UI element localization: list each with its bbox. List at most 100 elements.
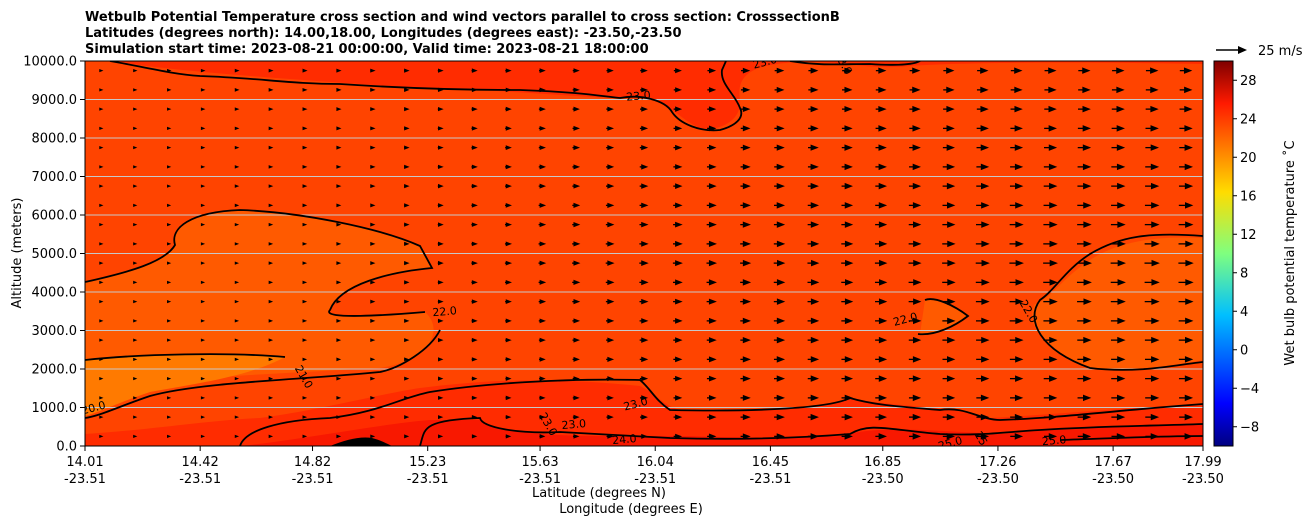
wind-vector-438 [808,86,819,93]
x-tick-lon-8: -23.50 [977,472,1019,487]
wind-vector-591 [1077,221,1092,228]
wind-vector-128 [302,280,308,285]
wind-vector-571 [1043,221,1058,228]
wind-vector-579 [1044,67,1057,74]
wind-vector-534 [976,163,990,171]
wind-vector-357 [673,106,683,112]
wind-vector-411 [773,221,786,228]
wind-vector-396 [740,125,751,132]
wind-vector-265 [538,337,546,343]
contour-label-2: 22.0 [432,304,458,319]
wind-vector-129 [302,261,308,265]
colorbar-tick-label-5: 12 [1240,228,1257,243]
wind-vector-12 [99,203,104,207]
wind-vector-492 [908,202,922,209]
wind-vector-611 [1110,221,1126,228]
wind-vector-290 [572,241,581,247]
wind-vector-237 [471,106,478,112]
wind-vector-405 [773,336,786,344]
wind-vector-410 [773,240,786,248]
wind-vector-194 [404,164,410,169]
wind-vector-86 [234,319,240,323]
wind-vector-298 [572,87,580,93]
wind-vector-317 [606,106,614,112]
x-tick-lon-0: -23.51 [64,472,106,487]
wind-vector-107 [268,299,274,304]
wind-vector-407 [773,298,786,305]
wind-vector-220 [471,434,478,439]
wind-vector-193 [404,184,410,189]
wind-vector-204 [438,357,444,362]
wind-vector-559 [1010,67,1023,74]
wind-vector-335 [639,144,649,151]
wind-vector-645 [1178,336,1194,344]
x-tick-lon-6: -23.51 [749,472,791,487]
y-tick-label-6: 6000.0 [32,209,78,224]
wind-vector-167 [370,299,376,304]
wind-vector-646 [1178,317,1194,325]
wind-vector-130 [302,242,308,246]
wind-vector-57 [167,107,172,111]
wind-vector-120 [302,434,308,439]
wind-vector-494 [909,163,921,171]
wind-vector-260 [539,434,546,439]
wind-vector-467 [875,298,888,305]
field-region-cooler-mid [920,299,968,335]
wind-vector-51 [167,223,172,227]
wind-vector-508 [942,279,956,286]
wind-vector-275 [538,145,546,151]
wind-vector-650 [1178,240,1194,248]
wind-vector-539 [977,67,989,74]
wind-vector-562 [1043,394,1058,402]
wind-vector-619 [1112,67,1125,74]
wind-vector-257 [505,106,512,112]
wind-vector-362 [706,394,717,401]
wind-vector-126 [302,319,308,323]
wind-vector-381 [740,414,751,421]
wind-vector-426 [807,317,820,325]
wind-vector-88 [234,280,240,285]
wind-vector-485 [908,336,922,344]
wind-vector-152 [336,203,342,208]
wind-vector-580 [1077,433,1092,440]
wind-vector-270 [538,241,547,247]
wind-vector-13 [99,184,104,188]
wind-vector-390 [740,240,752,248]
wind-vector-166 [370,318,376,323]
chart-title-line-3: Simulation start time: 2023-08-21 00:00:… [85,42,649,57]
wind-vector-286 [572,318,581,324]
wind-vector-11 [99,223,104,227]
wind-vector-53 [167,184,172,188]
wind-vector-603 [1111,375,1126,382]
wind-vector-625 [1144,336,1160,344]
wind-vector-555 [1010,144,1024,151]
wind-vector-198 [404,87,410,92]
wind-vector-572 [1043,202,1058,209]
wind-vector-382 [740,394,751,401]
colorbar-ticks: −8 −4 0 4 8 12 16 20 24 28 [1233,74,1259,435]
wind-vector-435 [808,144,819,151]
wind-vector-343 [673,375,683,382]
contour-line-top-right [789,61,921,66]
wind-vector-363 [706,375,717,382]
wind-vector-452 [841,202,854,209]
wind-vector-230 [471,241,478,247]
wind-vector-158 [336,87,342,92]
wind-vector-623 [1145,375,1160,382]
wind-vector-568 [1043,279,1058,286]
wind-vector-181 [404,415,410,420]
wind-vector-78 [200,88,206,92]
wind-vector-306 [605,318,615,324]
wind-vector-531 [975,221,990,228]
wind-vector-447 [841,298,854,305]
y-tick-label-0: 0.0 [56,440,77,455]
wind-vector-337 [640,106,648,112]
wind-vector-58 [167,88,172,92]
quiver-key-arrowhead [1238,46,1247,54]
wind-vector-45 [167,338,172,342]
wind-vector-459 [842,67,853,74]
y-axis-label: Altitude (meters) [10,198,25,309]
wind-vector-134 [302,165,308,169]
wind-vector-277 [538,106,546,112]
wind-vector-339 [640,68,648,74]
